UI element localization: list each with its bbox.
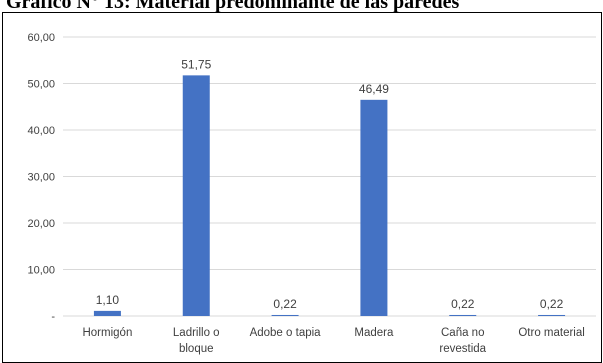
x-tick-label: Caña no [441, 327, 484, 339]
bar [182, 75, 210, 316]
y-tick-label: 60,00 [27, 32, 55, 44]
bar-chart: - 10,00 20,00 30,00 40,00 50,00 60,00 1,10 Hormi… [27, 32, 596, 355]
y-tick-label: - [51, 311, 55, 323]
y-tick-label: 20,00 [27, 218, 55, 230]
chart-title-strip: Gráfico N° 13: Material predominante de … [0, 0, 603, 12]
x-tick-label: Otro material [518, 327, 584, 339]
y-tick-label: 50,00 [27, 79, 55, 91]
y-tick-label: 40,00 [27, 125, 55, 137]
bar [271, 314, 299, 316]
data-label: 51,75 [181, 57, 211, 71]
data-label: 46,49 [359, 82, 389, 96]
x-tick-label: Ladrillo o [173, 327, 220, 339]
data-label: 0,22 [451, 297, 475, 311]
data-label: 0,22 [273, 297, 297, 311]
chart-title: Gráfico N° 13: Material predominante de … [6, 0, 460, 12]
x-tick-label: Hormigón [82, 327, 132, 339]
data-label: 0,22 [540, 297, 564, 311]
bar [538, 314, 566, 316]
y-tick-label: 10,00 [27, 265, 55, 277]
bar [449, 314, 477, 316]
x-tick-label: bloque [179, 343, 214, 355]
y-tick-label: 30,00 [27, 172, 55, 184]
chart-frame: - 10,00 20,00 30,00 40,00 50,00 60,00 1,10 Hormi… [2, 12, 602, 363]
bar [93, 310, 121, 316]
data-label: 1,10 [96, 293, 120, 307]
x-tick-label: revestida [439, 343, 486, 355]
x-tick-label: Madera [354, 327, 394, 339]
x-tick-label: Adobe o tapia [250, 327, 322, 339]
bar [360, 99, 388, 316]
